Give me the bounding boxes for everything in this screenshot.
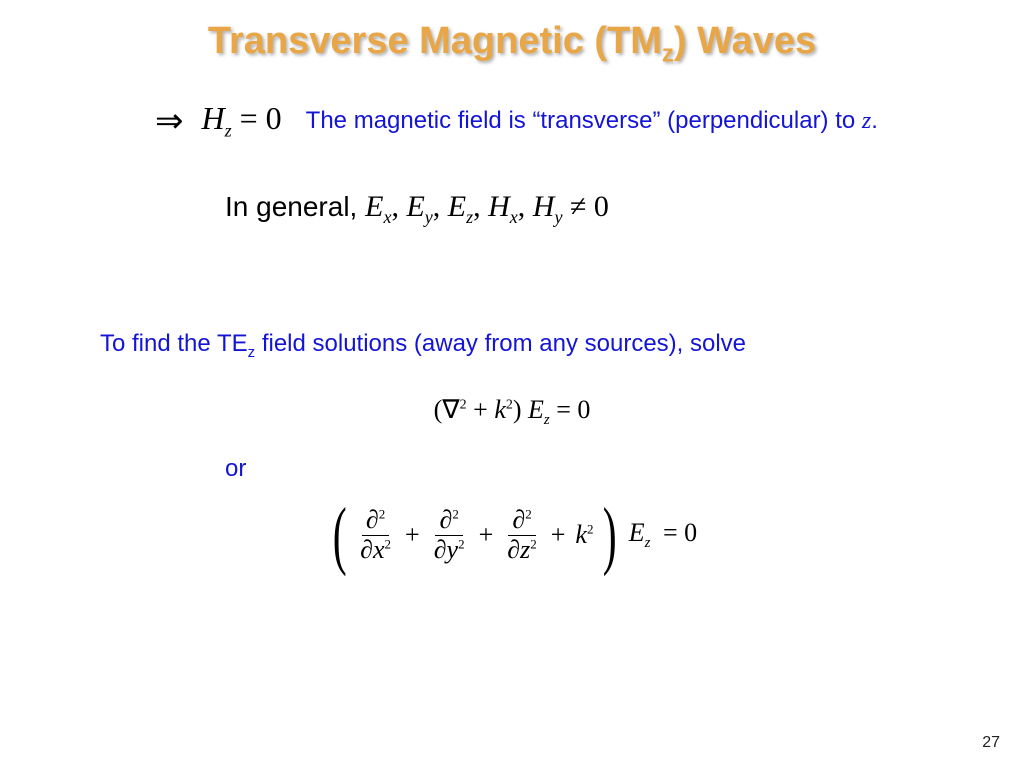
general-fields-row: In general, Ex, Ey, Ez, Hx, Hy ≠ 0 (225, 190, 609, 228)
blue2-post: field solutions (away from any sources),… (255, 330, 746, 357)
slide: Transverse Magnetic (TMz) Waves ⇒ Hz = 0… (0, 0, 1024, 768)
left-paren: ( (332, 505, 346, 565)
eq-zero: = 0 (232, 100, 282, 136)
title-pre: Transverse Magnetic (TM (208, 20, 662, 62)
caption-var-z: z (862, 108, 871, 134)
helmholtz-expanded: ( ∂2 ∂x2 + ∂2 ∂y2 + ∂2 ∂z2 + k2 ) Ez = 0 (327, 505, 697, 565)
var-H: H (202, 100, 225, 136)
page-number: 27 (982, 734, 1000, 752)
transverse-caption: The magnetic field is “transverse” (perp… (306, 107, 878, 135)
d2dz2: ∂2 ∂z2 (503, 506, 540, 564)
helmholtz-compact: (∇2 + k2) Ez = 0 (0, 395, 1024, 429)
solve-instruction: To find the TEz field solutions (away fr… (100, 330, 746, 361)
caption-pre: The magnetic field is “transverse” (perp… (306, 107, 862, 134)
hz-equals-zero: Hz = 0 (202, 100, 282, 141)
title-post: ) Waves (674, 20, 816, 62)
lead-text: In general, (225, 191, 365, 222)
Ez-equals-zero: Ez = 0 (629, 518, 697, 552)
or-label: or (225, 455, 246, 483)
sub-z: z (225, 120, 232, 140)
helmholtz-expanded-wrap: ( ∂2 ∂x2 + ∂2 ∂y2 + ∂2 ∂z2 + k2 ) Ez = 0 (0, 505, 1024, 565)
slide-title: Transverse Magnetic (TMz) Waves (0, 20, 1024, 69)
implication-row: ⇒ Hz = 0 The magnetic field is “transver… (155, 100, 878, 141)
title-sub: z (662, 41, 674, 68)
d2dy2: ∂2 ∂y2 (430, 506, 469, 564)
d2dx2: ∂2 ∂x2 (356, 506, 395, 564)
blue2-pre: To find the TE (100, 330, 248, 357)
implies-arrow: ⇒ (155, 101, 184, 141)
k-squared: k2 (575, 520, 593, 550)
right-paren: ) (603, 505, 617, 565)
field-list: Ex, Ey, Ez, Hx, Hy ≠ 0 (365, 190, 609, 223)
neq-zero: ≠ 0 (570, 190, 609, 223)
caption-post: . (871, 107, 878, 134)
